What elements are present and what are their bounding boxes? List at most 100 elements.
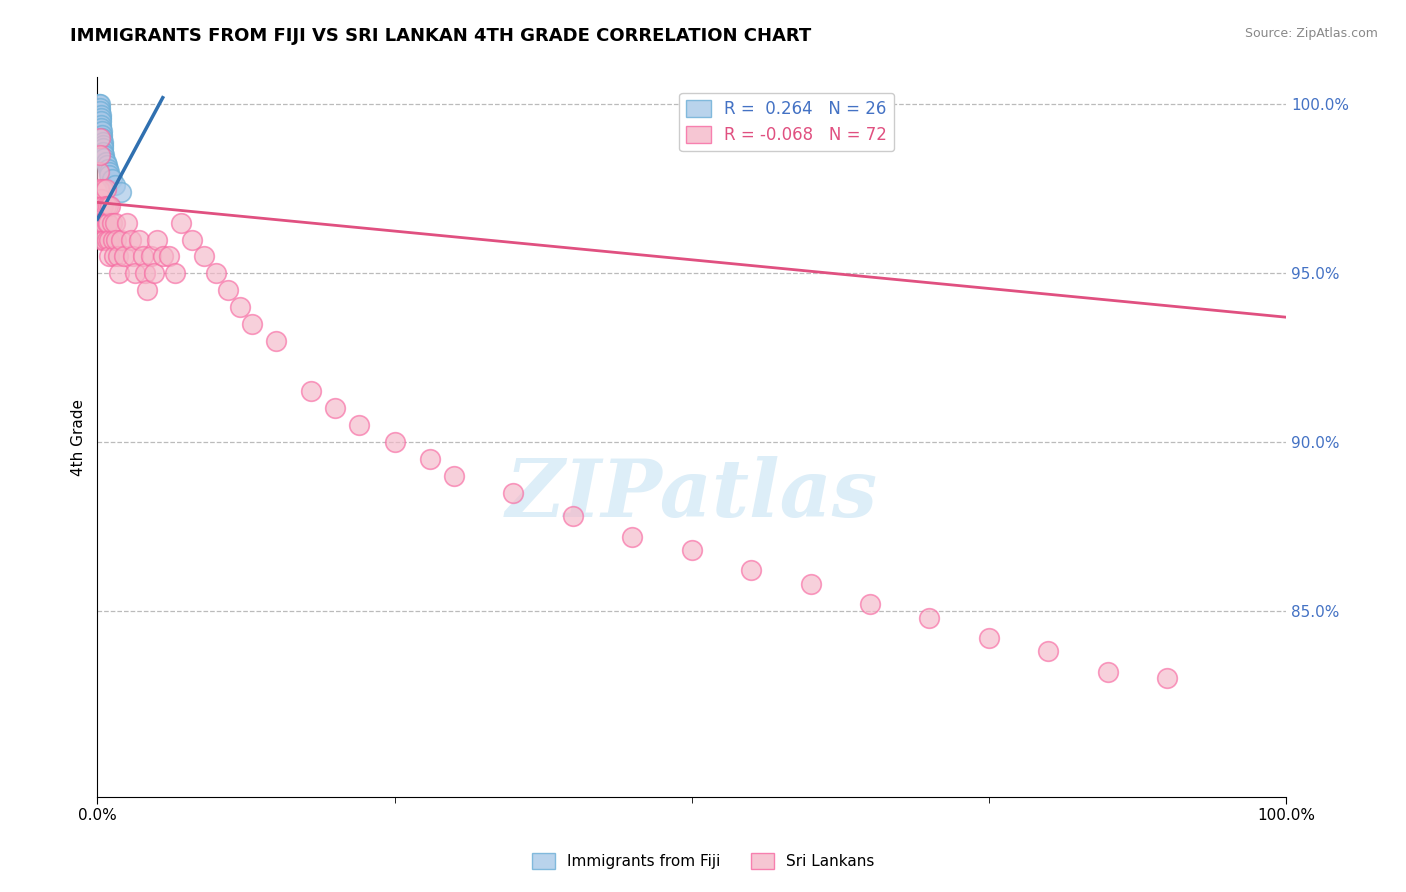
Point (90, 192, 112, 206)
Point (91, 145, 114, 159)
Point (217, 283, 239, 297)
Point (93, 233, 115, 247)
Point (134, 266, 156, 280)
Point (918, 611, 941, 625)
Point (122, 249, 145, 263)
Point (90, 107, 112, 121)
Point (91, 199, 114, 213)
Point (152, 249, 174, 263)
Point (90, 216, 112, 230)
Point (205, 266, 228, 280)
Point (104, 216, 127, 230)
Point (98, 233, 121, 247)
Point (91, 124, 114, 138)
Point (94, 182, 117, 196)
Point (193, 249, 215, 263)
Point (561, 509, 583, 524)
Point (229, 300, 252, 314)
Point (347, 418, 370, 433)
Point (97, 199, 120, 213)
Point (94, 199, 117, 213)
Point (87, 165, 110, 179)
Point (90, 111, 112, 125)
Point (419, 452, 441, 467)
Point (91, 135, 114, 149)
Point (323, 401, 346, 416)
Point (89, 131, 111, 145)
Point (89, 97, 111, 112)
Point (169, 216, 191, 230)
Point (136, 283, 159, 297)
Point (681, 543, 703, 558)
Point (384, 435, 406, 450)
Point (1097, 665, 1119, 679)
Point (240, 317, 263, 331)
Point (146, 233, 169, 247)
Point (110, 233, 132, 247)
Point (91, 138, 114, 153)
Point (100, 171, 122, 186)
Point (115, 216, 138, 230)
Point (96, 216, 118, 230)
Point (97, 216, 120, 230)
Point (89, 104, 111, 119)
Point (104, 178, 127, 193)
Point (131, 249, 153, 263)
Point (91, 131, 114, 145)
Point (90, 205, 112, 219)
Legend: R =  0.264   N = 26, R = -0.068   N = 72: R = 0.264 N = 26, R = -0.068 N = 72 (679, 93, 894, 151)
Point (93, 148, 115, 162)
Point (143, 266, 166, 280)
Point (87, 182, 110, 196)
Text: Source: ZipAtlas.com: Source: ZipAtlas.com (1244, 27, 1378, 40)
Point (94, 154, 117, 169)
Point (96, 233, 118, 247)
Point (101, 233, 124, 247)
Point (90, 114, 112, 128)
Point (124, 266, 146, 280)
Point (139, 249, 162, 263)
Point (87, 97, 110, 112)
Point (299, 384, 322, 399)
Point (157, 249, 180, 263)
Point (91, 182, 114, 196)
Legend: Immigrants from Fiji, Sri Lankans: Immigrants from Fiji, Sri Lankans (526, 847, 880, 875)
Point (96, 158, 118, 172)
Point (264, 334, 287, 348)
Point (100, 216, 122, 230)
Point (977, 631, 1000, 645)
Point (1156, 672, 1178, 686)
Point (98, 165, 121, 179)
Point (93, 152, 115, 166)
Point (98, 169, 121, 183)
Point (621, 530, 644, 544)
Point (93, 216, 115, 230)
Point (91, 233, 114, 247)
Point (91, 141, 114, 155)
Point (90, 121, 112, 136)
Point (181, 233, 204, 247)
Point (90, 118, 112, 132)
Point (112, 249, 135, 263)
Y-axis label: 4th Grade: 4th Grade (72, 399, 86, 475)
Point (799, 577, 821, 591)
Point (97, 161, 120, 176)
Point (128, 233, 150, 247)
Point (740, 564, 762, 578)
Text: IMMIGRANTS FROM FIJI VS SRI LANKAN 4TH GRADE CORRELATION CHART: IMMIGRANTS FROM FIJI VS SRI LANKAN 4TH G… (70, 27, 811, 45)
Point (98, 249, 121, 263)
Point (859, 597, 882, 611)
Point (100, 199, 122, 213)
Point (163, 266, 186, 280)
Point (89, 148, 111, 162)
Point (107, 249, 129, 263)
Point (103, 249, 125, 263)
Point (502, 485, 524, 500)
Point (91, 216, 114, 230)
Point (91, 128, 114, 142)
Point (1038, 644, 1060, 658)
Point (91, 199, 114, 213)
Point (110, 186, 132, 200)
Text: ZIPatlas: ZIPatlas (506, 456, 877, 533)
Point (89, 101, 111, 115)
